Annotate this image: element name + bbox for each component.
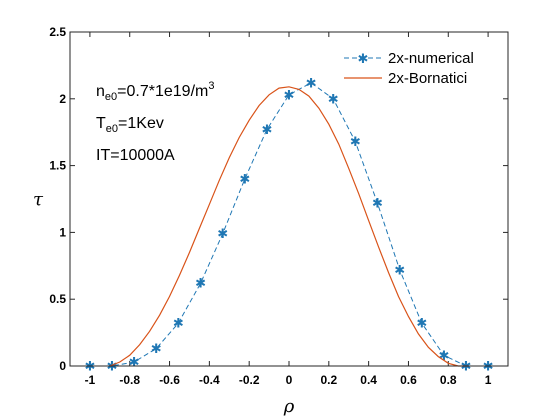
data-point-marker: ✱ [394,263,405,278]
data-point-marker: ✱ [461,360,472,375]
data-point-marker: ✱ [483,360,494,375]
series-line-1 [109,86,469,367]
y-tick-label: 2.5 [49,25,66,39]
y-tick-label: 1 [59,225,66,239]
y-tick-label: 0 [59,359,66,373]
plot-frame [69,31,509,367]
x-tick-label: -0.2 [239,373,260,387]
x-axis-label: ρ [283,396,295,417]
ticks-layer: -1 -0.8 -0.6 -0.4 -0.2 0 0.2 0.4 0.6 0.8 1 0 0.5 1 1.5… [49,25,508,387]
x-tick-label: -0.8 [119,373,140,387]
annotation-density: ne0=0.7*1e19/m3 [96,80,214,103]
data-point-marker: ✱ [416,317,427,332]
x-tick-label: -0.6 [159,373,180,387]
y-tick-label: 0.5 [49,292,66,306]
legend-marker-numerical: ✱ [358,52,369,67]
parameter-annotation: ne0=0.7*1e19/m3 Te0=1Kev IT=10000A [96,80,214,164]
x-tick-label: -1 [85,373,96,387]
series-layer: ✱ ✱ ✱ ✱ ✱ ✱ ✱ ✱ ✱ ✱ ✱ ✱ ✱ ✱ ✱ ✱ ✱ ✱ ✱ [84,76,493,374]
data-point-marker: ✱ [84,360,95,375]
annotation-current: IT=10000A [96,147,175,164]
data-point-marker: ✱ [261,123,272,138]
annotation-temperature: Te0=1Kev [96,115,164,135]
x-tick-label: -0.4 [199,373,220,387]
data-point-marker: ✱ [306,76,317,91]
data-point-marker: ✱ [129,355,140,370]
data-point-marker: ✱ [350,135,361,150]
data-point-marker: ✱ [195,277,206,292]
legend-label-numerical: 2x-numerical [388,50,474,67]
data-point-marker: ✱ [239,172,250,187]
data-point-marker: ✱ [151,342,162,357]
legend-entry-bornatici: 2x-Bornatici [344,70,467,87]
data-point-marker: ✱ [107,360,118,375]
legend-label-bornatici: 2x-Bornatici [388,70,467,87]
series-line-0 [89,82,489,367]
data-point-marker: ✱ [217,227,228,242]
x-tick-label: 0.2 [320,373,337,387]
y-tick-label: 1.5 [49,159,66,173]
y-axis-label: τ [33,189,44,210]
data-point-marker: ✱ [438,349,449,364]
data-point-marker: ✱ [372,197,383,212]
legend: ✱ 2x-numerical 2x-Bornatici [344,50,474,87]
data-point-marker: ✱ [328,92,339,107]
data-point-marker: ✱ [173,317,184,332]
x-tick-label: 0.8 [440,373,457,387]
x-tick-label: 0 [286,373,293,387]
x-tick-label: 1 [485,373,492,387]
legend-entry-numerical: ✱ 2x-numerical [344,50,474,67]
y-tick-label: 2 [59,92,66,106]
x-tick-label: 0.4 [360,373,377,387]
data-point-marker: ✱ [284,88,295,103]
x-tick-label: 0.6 [400,373,417,387]
